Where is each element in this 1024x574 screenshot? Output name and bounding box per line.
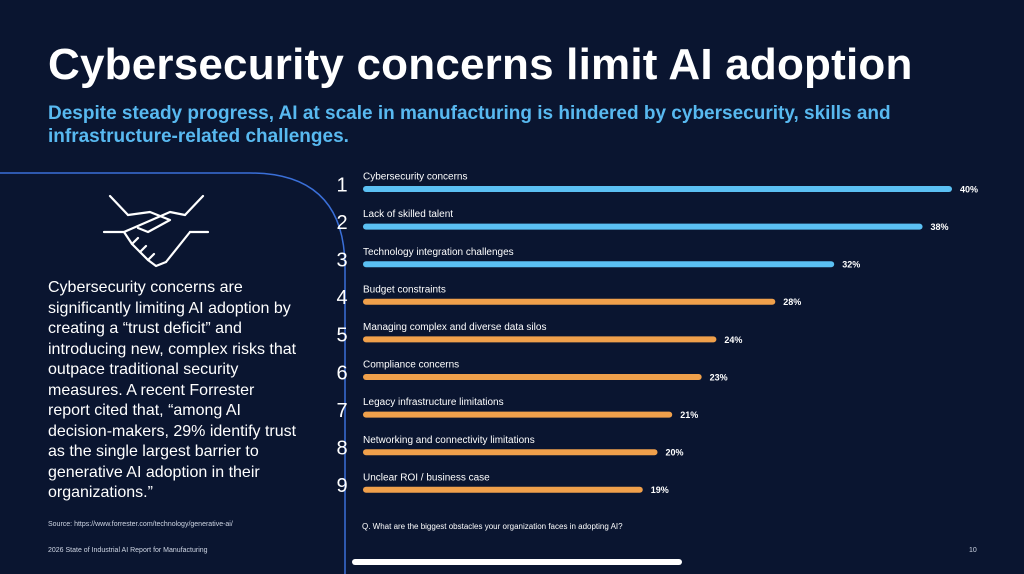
category-label: Lack of skilled talent [363, 209, 453, 220]
scroll-bar [352, 559, 682, 565]
page-number: 10 [969, 547, 977, 554]
footer: 2026 State of Industrial AI Report for M… [48, 547, 208, 554]
bar [363, 486, 643, 493]
bar [363, 223, 923, 230]
category-label: Unclear ROI / business case [363, 472, 490, 483]
value-label: 24% [724, 335, 742, 345]
category-label: Technology integration challenges [363, 247, 514, 258]
value-label: 19% [651, 485, 669, 495]
title: Cybersecurity concerns limit AI adoption [48, 40, 913, 89]
handshake-icon [102, 194, 210, 268]
value-label: 38% [931, 222, 949, 232]
rank: 2 [336, 212, 347, 234]
rank: 4 [336, 287, 347, 309]
bar [363, 186, 952, 192]
value-label: 21% [680, 410, 698, 420]
source: Source: https://www.forrester.com/techno… [48, 521, 233, 528]
value-label: 40% [960, 184, 978, 194]
rank: 9 [336, 475, 347, 497]
rank: 3 [336, 249, 347, 271]
rank: 5 [336, 325, 347, 347]
category-label: Networking and connectivity limitations [363, 435, 535, 446]
category-label: Budget constraints [363, 284, 446, 295]
bar [363, 374, 702, 380]
panel-border [0, 172, 346, 574]
category-label: Legacy infrastructure limitations [363, 397, 504, 408]
bar [363, 336, 717, 343]
body-text: Cybersecurity concerns are significantly… [48, 279, 297, 501]
value-label: 28% [783, 297, 801, 307]
subtitle: Despite steady progress, AI at scale in … [48, 103, 891, 147]
bar [363, 261, 835, 268]
bar [363, 449, 658, 456]
value-label: 23% [710, 372, 728, 382]
value-label: 32% [842, 260, 860, 270]
rank: 6 [336, 362, 347, 384]
question: Q. What are the biggest obstacles your o… [362, 522, 623, 531]
category-label: Cybersecurity concerns [363, 172, 467, 183]
rank: 8 [336, 437, 347, 459]
category-label: Compliance concerns [363, 360, 459, 371]
bar [363, 298, 776, 305]
bar [363, 411, 673, 418]
category-label: Managing complex and diverse data silos [363, 322, 546, 333]
rank: 7 [336, 400, 347, 422]
value-label: 20% [666, 448, 684, 458]
rank: 1 [336, 174, 347, 196]
